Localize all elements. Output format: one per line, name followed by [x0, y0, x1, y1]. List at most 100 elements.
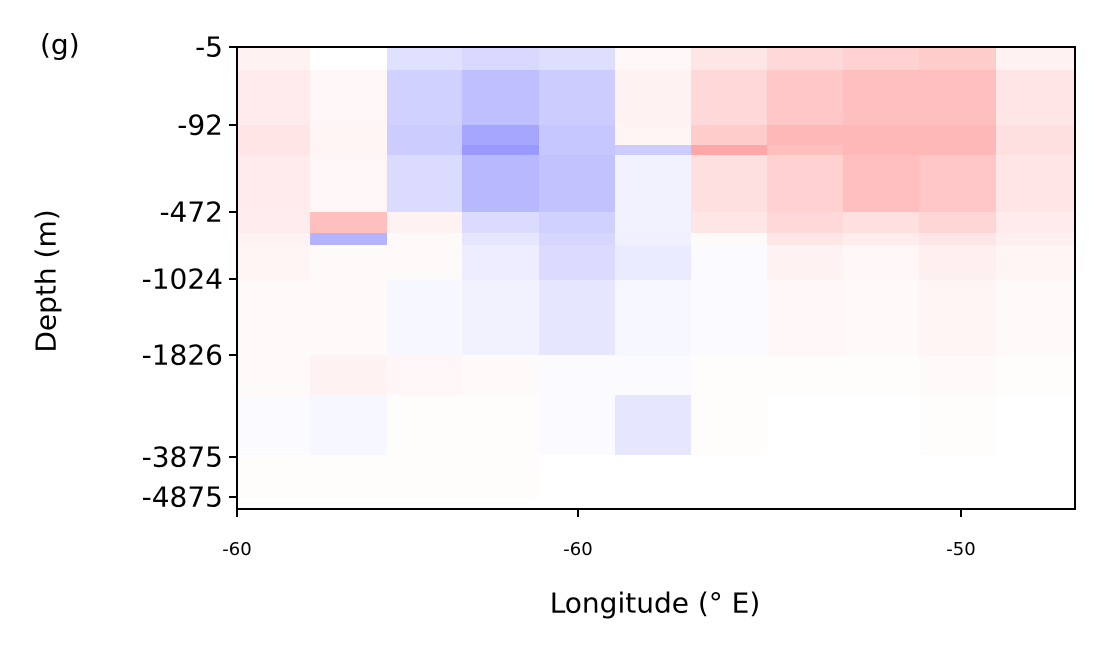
- heatmap-cell: [615, 280, 691, 355]
- heatmap-cell: [615, 70, 691, 125]
- y-tick-label: -92: [177, 109, 223, 142]
- heatmap-cell: [996, 280, 1075, 355]
- x-tick-label: -50: [946, 539, 975, 560]
- heatmap-cell: [615, 212, 691, 233]
- heatmap-cell: [310, 233, 387, 245]
- y-tick-label: -1024: [142, 263, 223, 296]
- heatmap-cell: [462, 455, 539, 499]
- heatmap-cell: [767, 47, 843, 70]
- heatmap-cell: [539, 212, 615, 233]
- heatmap-cell: [615, 395, 691, 455]
- heatmap-cell: [462, 355, 539, 395]
- heatmap-cell: [767, 233, 843, 245]
- heatmap-cells: [237, 47, 1075, 499]
- heatmap-cell: [310, 125, 387, 145]
- heatmap-cell: [310, 355, 387, 395]
- heatmap-cell: [615, 455, 691, 499]
- heatmap-cell: [843, 355, 919, 395]
- heatmap-cell: [237, 47, 310, 70]
- heatmap-cell: [919, 145, 996, 155]
- heatmap-cell: [691, 455, 767, 499]
- heatmap-cell: [843, 47, 919, 70]
- heatmap-cell: [387, 280, 462, 355]
- heatmap-cell: [919, 245, 996, 280]
- heatmap-cell: [767, 355, 843, 395]
- heatmap-cell: [615, 355, 691, 395]
- heatmap-cell: [310, 395, 387, 455]
- heatmap-cell: [996, 395, 1075, 455]
- heatmap-cell: [767, 212, 843, 233]
- heatmap-cell: [539, 70, 615, 125]
- heatmap-cell: [843, 245, 919, 280]
- heatmap-cell: [919, 155, 996, 212]
- heatmap-cell: [539, 125, 615, 145]
- heatmap-cell: [310, 145, 387, 155]
- heatmap-cell: [539, 455, 615, 499]
- heatmap-cell: [615, 125, 691, 145]
- heatmap-cell: [462, 245, 539, 280]
- heatmap-cell: [767, 70, 843, 125]
- heatmap-cell: [691, 212, 767, 233]
- heatmap-cell: [843, 455, 919, 499]
- x-axis-label: Longitude (° E): [549, 586, 761, 620]
- heatmap-cell: [691, 125, 767, 145]
- heatmap-cell: [539, 145, 615, 155]
- heatmap-cell: [691, 280, 767, 355]
- heatmap-cell: [691, 47, 767, 70]
- heatmap-cell: [843, 280, 919, 355]
- heatmap-cell: [996, 455, 1075, 499]
- heatmap-cell: [539, 395, 615, 455]
- heatmap-cell: [843, 145, 919, 155]
- y-tick-label: -4875: [142, 481, 223, 514]
- heatmap-cell: [919, 395, 996, 455]
- chart-axes: -5 -92 -472 -1024 -1826 -3875 -4875 -60 -60 -50: [142, 31, 1076, 560]
- y-tick-label: -3875: [142, 441, 223, 474]
- heatmap-cell: [843, 70, 919, 125]
- heatmap-cell: [237, 355, 310, 395]
- heatmap-cell: [843, 155, 919, 212]
- heatmap-cell: [310, 455, 387, 499]
- heatmap-cell: [691, 145, 767, 155]
- y-tick-label: -1826: [142, 339, 223, 372]
- y-tick-label: -5: [195, 31, 223, 64]
- heatmap-cell: [615, 47, 691, 70]
- heatmap-cell: [767, 245, 843, 280]
- heatmap-cell: [691, 395, 767, 455]
- y-tick-label: -472: [159, 196, 223, 229]
- heatmap-cell: [996, 70, 1075, 125]
- heatmap-cell: [387, 145, 462, 155]
- heatmap-cell: [310, 245, 387, 280]
- heatmap-cell: [310, 70, 387, 125]
- heatmap-cell: [310, 47, 387, 70]
- heatmap-cell: [843, 212, 919, 233]
- heatmap-cell: [387, 47, 462, 70]
- heatmap-cell: [387, 245, 462, 280]
- heatmap-cell: [462, 233, 539, 245]
- heatmap-cell: [919, 455, 996, 499]
- heatmap-cell: [996, 355, 1075, 395]
- heatmap-cell: [843, 125, 919, 145]
- heatmap-cell: [387, 70, 462, 125]
- heatmap-cell: [310, 280, 387, 355]
- x-tick-label: -60: [563, 539, 592, 560]
- heatmap-cell: [539, 245, 615, 280]
- heatmap-cell: [996, 212, 1075, 233]
- heatmap-cell: [237, 233, 310, 245]
- heatmap-cell: [539, 233, 615, 245]
- heatmap-cell: [237, 245, 310, 280]
- heatmap-cell: [767, 395, 843, 455]
- heatmap-cell: [919, 70, 996, 125]
- heatmap-cell: [767, 455, 843, 499]
- heatmap-cell: [996, 125, 1075, 145]
- heatmap-cell: [539, 355, 615, 395]
- heatmap-cell: [237, 155, 310, 212]
- heatmap-cell: [615, 155, 691, 212]
- heatmap-cell: [919, 233, 996, 245]
- heatmap-cell: [462, 280, 539, 355]
- heatmap-cell: [767, 125, 843, 145]
- heatmap-cell: [843, 233, 919, 245]
- heatmap-cell: [237, 280, 310, 355]
- heatmap-cell: [996, 145, 1075, 155]
- heatmap-cell: [691, 233, 767, 245]
- panel-label: (g): [40, 28, 80, 61]
